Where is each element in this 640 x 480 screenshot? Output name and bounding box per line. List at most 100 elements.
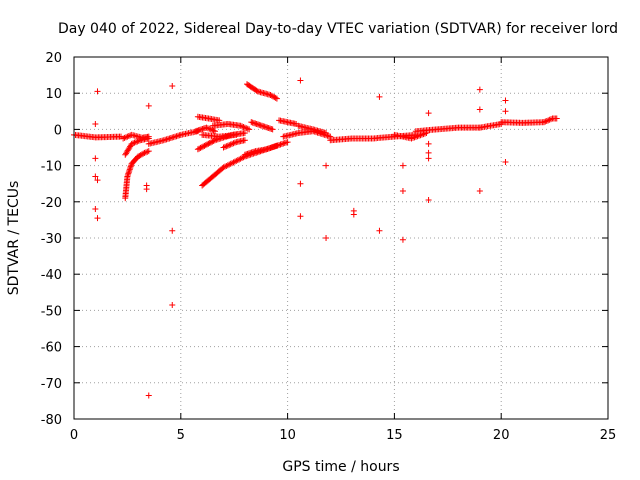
outlier-point (476, 106, 483, 113)
outlier-point (143, 186, 150, 193)
data-point (237, 122, 244, 129)
data-point (240, 123, 247, 130)
data-point (237, 155, 244, 162)
data-point (205, 140, 212, 147)
outlier-point (350, 211, 357, 218)
data-point (206, 125, 213, 132)
outlier-point (399, 187, 406, 194)
data-point (128, 140, 135, 147)
data-point (270, 93, 277, 100)
data-point (241, 137, 248, 144)
y-tick-label: -70 (41, 377, 62, 392)
y-tick-label: -80 (41, 413, 62, 428)
data-point (231, 139, 238, 146)
outlier-point (145, 392, 152, 399)
y-tick-label: -40 (41, 268, 62, 283)
x-axis-ticks: 0 5 10 15 20 25 (70, 57, 616, 443)
data-point (240, 154, 247, 161)
data-point (230, 159, 237, 166)
data-point (273, 142, 280, 149)
y-tick-label: -10 (41, 160, 62, 175)
data-point (414, 133, 421, 140)
data-point (210, 127, 217, 134)
outlier-point (502, 108, 509, 115)
data-point (208, 139, 215, 146)
outlier-point (94, 215, 101, 222)
outlier-point (425, 196, 432, 203)
data-point (206, 140, 213, 147)
outlier-point (92, 155, 99, 162)
data-point (198, 144, 205, 151)
outlier-point (502, 97, 509, 104)
data-point (239, 123, 246, 130)
data-series (71, 77, 560, 399)
data-point (210, 137, 217, 144)
x-tick-label: 25 (600, 428, 617, 443)
data-point (137, 152, 144, 159)
data-point (131, 139, 138, 146)
data-point (553, 115, 560, 122)
data-point (271, 94, 278, 101)
outlier-point (94, 177, 101, 184)
data-point (142, 149, 149, 156)
y-axis-label: SDTVAR / TECUs (6, 181, 22, 296)
data-point (136, 152, 143, 159)
data-point (223, 143, 230, 150)
data-point (273, 95, 280, 102)
outlier-point (92, 173, 99, 180)
outlier-point (323, 235, 330, 241)
y-tick-label: 0 (54, 123, 62, 138)
data-point (236, 156, 243, 163)
data-point (202, 142, 209, 149)
outlier-point (92, 120, 99, 127)
data-point (268, 92, 275, 99)
data-point (224, 142, 231, 149)
x-tick-label: 20 (493, 428, 510, 443)
y-tick-label: -20 (41, 196, 62, 211)
data-point (243, 125, 250, 132)
outlier-point (399, 236, 406, 243)
data-point (209, 138, 216, 145)
data-point (141, 149, 148, 156)
data-point (124, 133, 131, 140)
data-point (411, 134, 418, 141)
data-point (412, 133, 419, 140)
data-point (220, 144, 227, 151)
outlier-point (399, 162, 406, 169)
data-point (204, 141, 211, 148)
data-point (229, 160, 236, 167)
data-point (144, 148, 151, 155)
data-point (145, 148, 152, 155)
y-tick-label: -50 (41, 304, 62, 319)
outlier-point (297, 213, 304, 220)
data-point (200, 143, 207, 150)
data-point (125, 133, 132, 140)
data-point (230, 140, 237, 147)
data-point (542, 118, 549, 125)
x-axis-label: GPS time / hours (282, 459, 399, 475)
data-point (409, 134, 416, 141)
data-point (145, 135, 152, 142)
data-point (246, 126, 253, 133)
outlier-point (376, 227, 383, 234)
data-point (120, 135, 127, 142)
data-point (244, 125, 251, 132)
data-point (207, 126, 214, 133)
x-tick-label: 0 (70, 428, 78, 443)
data-point (138, 151, 145, 158)
data-point (233, 131, 240, 138)
outlier-point (169, 82, 176, 89)
data-point (226, 161, 233, 168)
data-point (221, 143, 228, 150)
outlier-point (425, 155, 432, 162)
data-point (231, 158, 238, 165)
data-point (546, 116, 553, 123)
outlier-point (476, 187, 483, 194)
data-point (227, 160, 234, 167)
outlier-point (425, 149, 432, 156)
data-point (408, 135, 415, 142)
outlier-point (145, 102, 152, 109)
data-point (194, 146, 201, 153)
data-point (272, 94, 279, 101)
